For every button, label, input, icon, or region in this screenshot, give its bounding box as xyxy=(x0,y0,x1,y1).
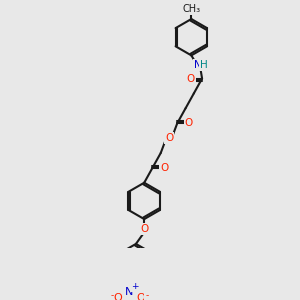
Text: N: N xyxy=(194,60,202,70)
Text: O: O xyxy=(160,163,168,173)
Text: O: O xyxy=(185,118,193,128)
Text: N: N xyxy=(125,287,134,297)
Text: -: - xyxy=(110,291,114,300)
Text: O: O xyxy=(165,133,173,143)
Text: H: H xyxy=(200,60,208,70)
Text: O: O xyxy=(113,293,122,300)
Text: +: + xyxy=(131,282,139,291)
Text: O: O xyxy=(136,293,145,300)
Text: -: - xyxy=(145,291,148,300)
Text: CH₃: CH₃ xyxy=(182,4,200,14)
Text: O: O xyxy=(140,224,148,234)
Text: O: O xyxy=(186,74,195,83)
